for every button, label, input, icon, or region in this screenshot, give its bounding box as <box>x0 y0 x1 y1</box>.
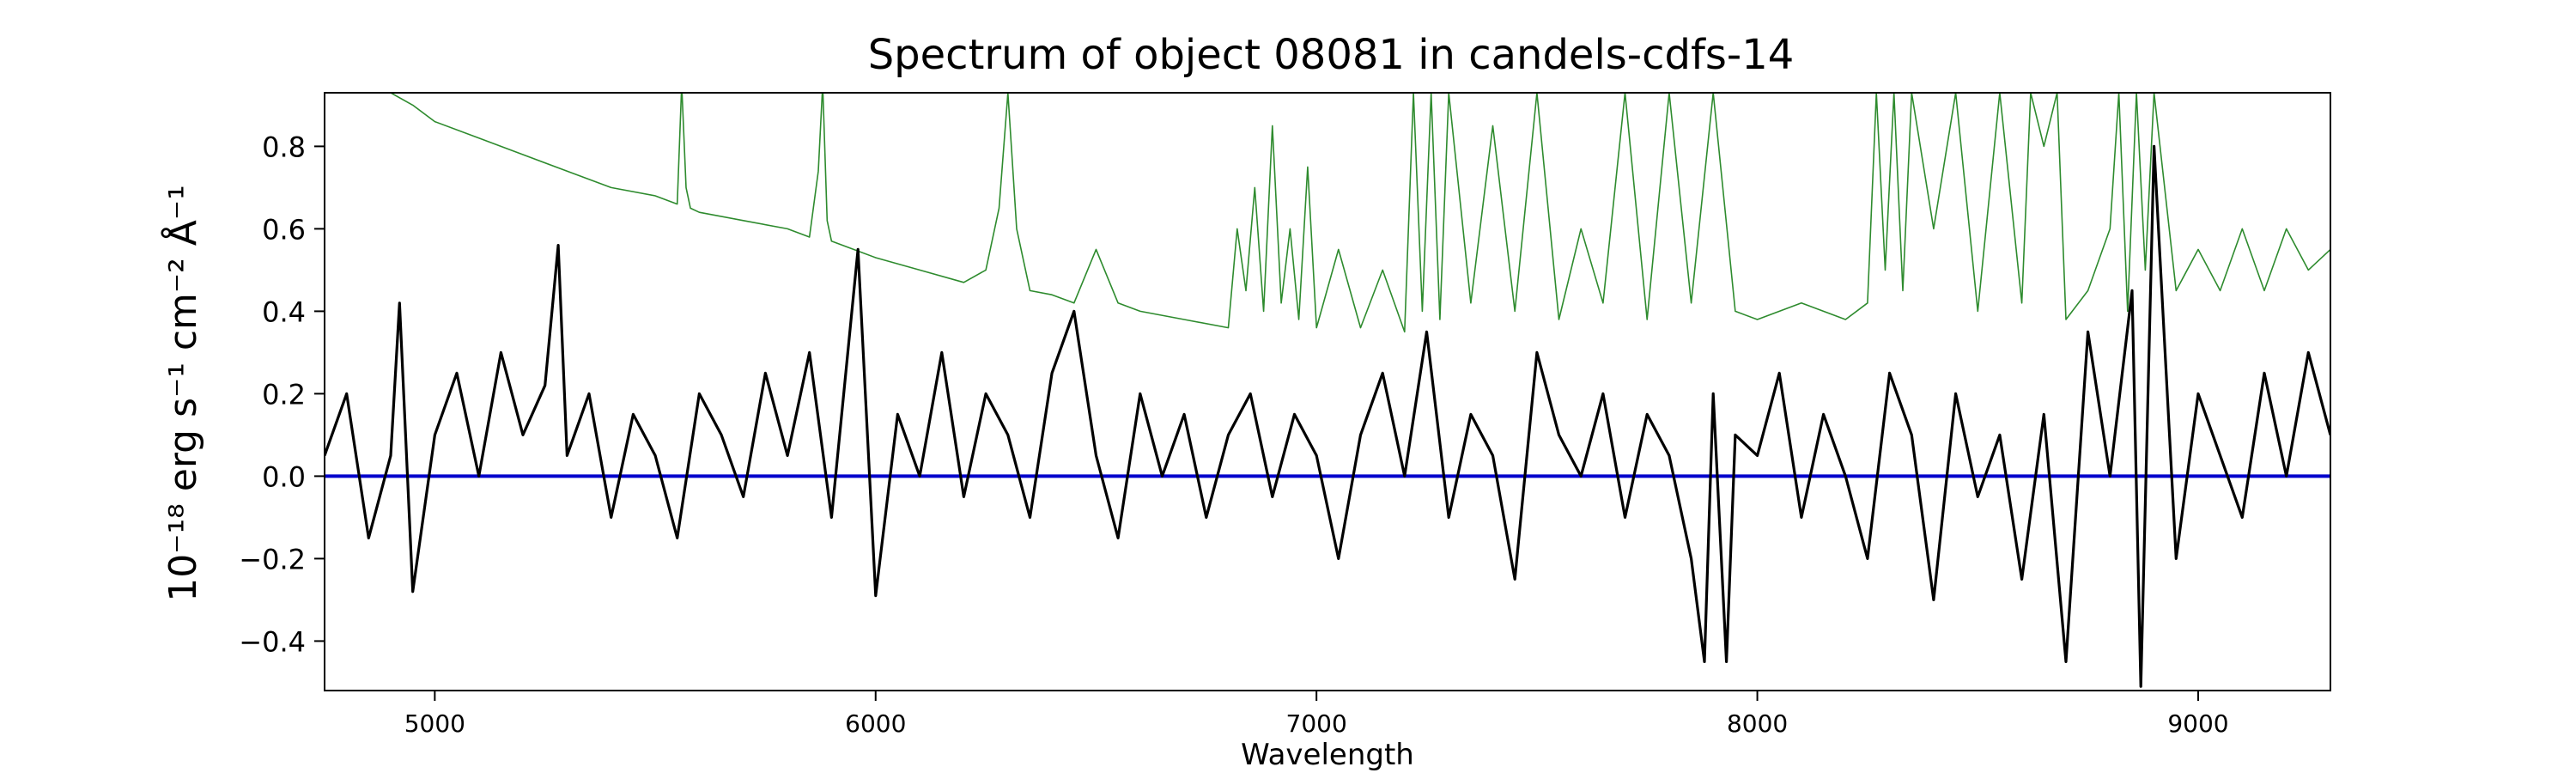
error-series-line <box>390 93 2330 333</box>
y-tick-label: −0.4 <box>239 625 306 658</box>
chart-title: Spectrum of object 08081 in candels-cdfs… <box>868 31 1795 79</box>
x-tick-label: 6000 <box>845 709 906 738</box>
y-tick-label: 0.2 <box>262 378 306 411</box>
y-tick-label: 0.6 <box>262 213 306 246</box>
y-tick-label: 0.8 <box>262 131 306 163</box>
y-tick-label: 0.0 <box>262 460 306 493</box>
y-tick-label: 0.4 <box>262 295 306 328</box>
axes-frame <box>324 92 2331 691</box>
x-tick-label: 8000 <box>1727 709 1788 738</box>
x-axis: 5000 6000 7000 8000 9000 <box>404 691 2229 738</box>
plot-area <box>325 93 2330 688</box>
x-axis-label: Wavelength <box>1241 738 1414 772</box>
y-axis-label: 10⁻¹⁸ erg s⁻¹ cm⁻² Å⁻¹ <box>160 185 205 601</box>
flux-series-line <box>325 144 2330 688</box>
y-axis: −0.4 −0.2 0.0 0.2 0.4 0.6 0.8 <box>239 131 325 658</box>
x-tick-label: 5000 <box>404 709 465 738</box>
x-tick-label: 7000 <box>1286 709 1347 738</box>
y-tick-label: −0.2 <box>239 543 306 575</box>
x-tick-label: 9000 <box>2167 709 2228 738</box>
